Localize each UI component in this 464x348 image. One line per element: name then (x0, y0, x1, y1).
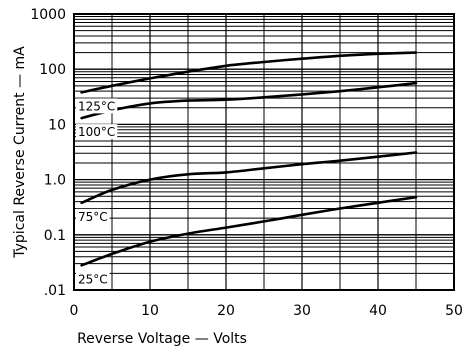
y-tick-label: 0.1 (44, 228, 66, 244)
curve-label-background (76, 208, 110, 224)
curve-label: 125°C (78, 99, 115, 113)
curve-labels: 125°C 100°C 75°C 25°C (76, 98, 118, 287)
x-tick-label: 0 (70, 303, 79, 319)
curve-label-background (76, 98, 118, 114)
series-line (80, 51, 418, 94)
curve-label-background (76, 271, 110, 287)
curve-label: 25°C (78, 272, 108, 286)
x-tick-label: 30 (293, 303, 311, 319)
curve-label: 100°C (78, 125, 115, 139)
x-tick-label: 40 (369, 303, 387, 319)
tick-labels: 0 10 20 30 40 50 .01 0.1 1.0 10 100 1000 (30, 7, 463, 319)
y-tick-label: 100 (39, 62, 66, 78)
y-tick-label: 1000 (30, 7, 66, 23)
series-line (80, 81, 418, 120)
x-tick-label: 10 (141, 303, 159, 319)
series-lines (80, 51, 418, 267)
x-axis-title: Reverse Voltage — Volts (77, 331, 247, 347)
curve-label-background (76, 124, 118, 140)
y-tick-label: 10 (48, 117, 66, 133)
series-line (80, 195, 418, 267)
x-tick-label: 20 (217, 303, 235, 319)
x-tick-label: 50 (445, 303, 463, 319)
curve-label: 75°C (78, 210, 108, 224)
plot-frame (73, 13, 455, 291)
y-tick-label: .01 (44, 283, 66, 299)
series-line (80, 151, 418, 205)
grid (74, 14, 454, 290)
y-tick-label: 1.0 (44, 173, 66, 189)
y-axis-title: Typical Reverse Current — mA (12, 46, 28, 259)
